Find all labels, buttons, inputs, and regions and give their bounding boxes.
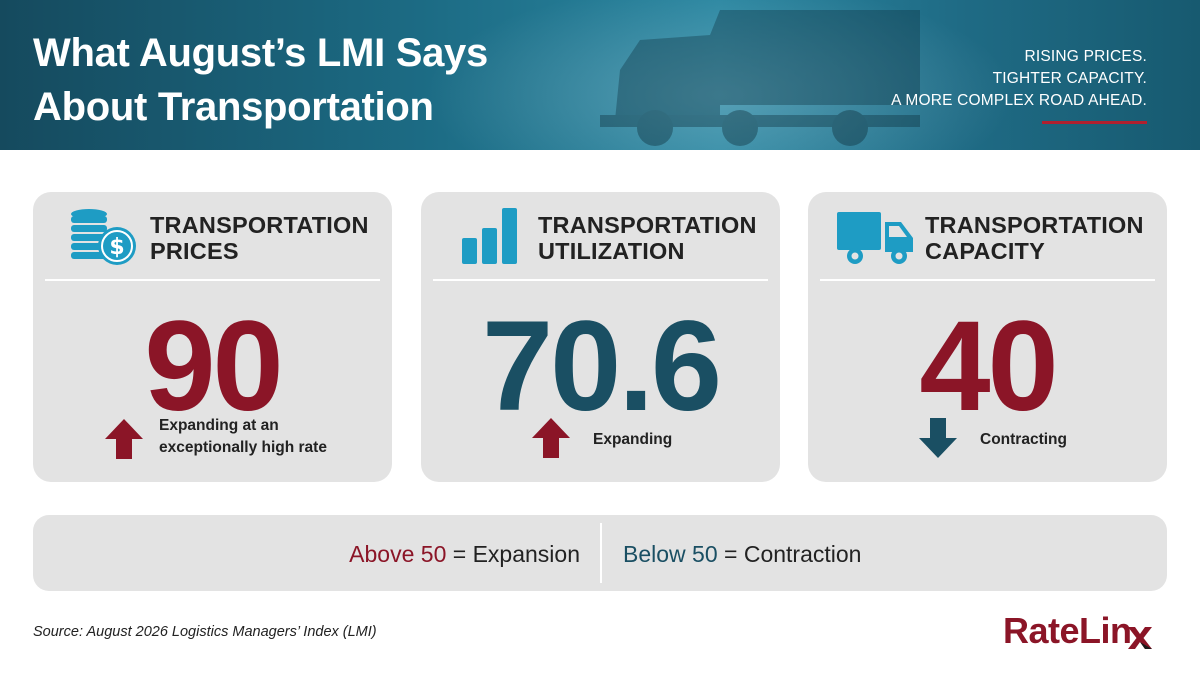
metric-value: 40: [919, 295, 1058, 438]
card-title: TRANSPORTATION CAPACITY: [925, 212, 1160, 264]
page-title: What August’s LMI Says About Transportat…: [33, 26, 593, 134]
truck-icon: [837, 212, 913, 264]
tagline-line2: TIGHTER CAPACITY.: [992, 70, 1147, 87]
ratelinx-logo: RateLin: [1003, 609, 1154, 653]
logo-x-mark-icon: [1127, 627, 1152, 649]
tagline-accent-rule: [1042, 121, 1147, 124]
banner-haze: [0, 0, 1200, 150]
logo-wordmark: RateLin: [1003, 610, 1132, 651]
status-text-line1: Expanding at an: [159, 417, 279, 434]
card-title-line2: UTILIZATION: [538, 238, 685, 264]
threshold-legend: Above 50 = Expansion Below 50 = Contract…: [33, 515, 1167, 591]
legend-contraction: Below 50 = Contraction: [623, 539, 861, 569]
page-title-line2: About Transportation: [33, 85, 434, 129]
card-divider: [433, 279, 768, 281]
tagline: RISING PRICES. TIGHTER CAPACITY. A MORE …: [891, 46, 1147, 112]
tagline-line3: A MORE COMPLEX ROAD AHEAD.: [891, 92, 1147, 109]
svg-text:$: $: [109, 235, 124, 260]
coins-dollar-icon: $: [71, 209, 136, 265]
legend-expansion: Above 50 = Expansion: [349, 539, 580, 569]
arrow-down-icon: [919, 418, 957, 458]
truck-photo-silhouette: [600, 10, 920, 146]
card-transportation-utilization: TRANSPORTATION UTILIZATION 70.6 Expandin…: [421, 192, 780, 482]
card-title-line2: PRICES: [150, 238, 239, 264]
card-divider: [820, 279, 1155, 281]
status-text-line2: exceptionally high rate: [159, 439, 327, 456]
card-transportation-prices: $ TRANSPORTATION PRICES 90 Expanding at …: [33, 192, 392, 482]
status-text: Contracting: [980, 431, 1067, 448]
card-divider: [45, 279, 380, 281]
header-banner: What August’s LMI Says About Transportat…: [0, 0, 1200, 150]
page-title-line1: What August’s LMI Says: [33, 31, 488, 75]
legend-above-meaning: = Expansion: [452, 541, 580, 567]
metric-value: 90: [144, 295, 283, 438]
card-title-line2: CAPACITY: [925, 238, 1045, 264]
status-text: Expanding at an exceptionally high rate: [159, 415, 327, 459]
source-citation: Source: August 2026 Logistics Managers’ …: [33, 624, 377, 640]
legend-below-label: Below 50: [623, 541, 718, 567]
legend-divider: [600, 523, 602, 583]
card-title-line1: TRANSPORTATION: [150, 212, 369, 238]
card-title: TRANSPORTATION PRICES: [150, 212, 385, 264]
bar-chart-icon: [462, 208, 517, 264]
tagline-line1: RISING PRICES.: [1024, 48, 1147, 65]
arrow-up-icon: [105, 419, 143, 459]
card-title-line1: TRANSPORTATION: [538, 212, 757, 238]
card-title-line1: TRANSPORTATION: [925, 212, 1144, 238]
metric-value: 70.6: [481, 295, 722, 438]
card-transportation-capacity: TRANSPORTATION CAPACITY 40 Contracting: [808, 192, 1167, 482]
legend-above-label: Above 50: [349, 541, 447, 567]
status-text: Expanding: [593, 431, 673, 448]
legend-below-meaning: = Contraction: [724, 541, 862, 567]
card-title: TRANSPORTATION UTILIZATION: [538, 212, 773, 264]
arrow-up-icon: [532, 418, 570, 458]
